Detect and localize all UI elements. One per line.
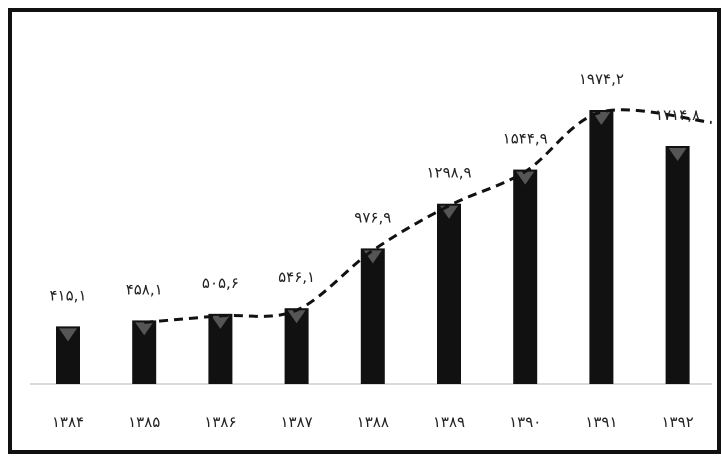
bar-marker-2: [135, 322, 154, 336]
value-label-7: ۱۵۴۴,۹: [503, 130, 548, 148]
bar-marker-7: [516, 171, 535, 185]
bar-marker-3: [211, 315, 230, 329]
x-tick-label-2: ۱۳۸۵: [128, 413, 160, 431]
x-tick-label-5: ۱۳۸۸: [357, 413, 389, 431]
x-tick-label-6: ۱۳۸۹: [433, 413, 465, 431]
x-tick-label-7: ۱۳۹۰: [509, 413, 541, 431]
x-tick-label-4: ۱۳۸۷: [280, 413, 312, 431]
bar-5: [360, 248, 385, 384]
value-label-9: ۱۷۱۴,۸: [655, 106, 700, 124]
bar-9: [665, 146, 690, 384]
trend-line-group: [144, 108, 712, 324]
x-tick-labels-group: ۱۳۸۴ ۱۳۸۵ ۱۳۸۶ ۱۳۸۷ ۱۳۸۸ ۱۳۸۹ ۱۳۹۰ ۱۳۹۱ ۱۳۹۲: [52, 413, 694, 431]
value-labels-group: ۴۱۵,۱ ۴۵۸,۱ ۵۰۵,۶ ۵۴۶,۱ ۹۷۶,۹ ۱۲۹۸,۹ ۱۵۴۴,۹ ۱۹۷…: [50, 70, 701, 304]
bar-7: [513, 169, 538, 384]
bar-marker-1: [59, 328, 77, 342]
value-label-6: ۱۲۹۸,۹: [426, 164, 471, 182]
x-tick-label-9: ۱۳۹۲: [661, 413, 693, 431]
x-tick-label-3: ۱۳۸۶: [204, 413, 236, 431]
value-label-4: ۵۴۶,۱: [278, 268, 315, 286]
bar-marker-9: [668, 148, 687, 162]
value-label-3: ۵۰۵,۶: [202, 274, 239, 292]
bar-marker-4: [287, 310, 306, 324]
bar-marker-8: [592, 112, 611, 125]
bar-6: [437, 203, 461, 384]
value-label-1: ۴۱۵,۱: [50, 286, 87, 304]
x-tick-label-8: ۱۳۹۱: [585, 413, 617, 431]
x-tick-label-1: ۱۳۸۴: [52, 413, 84, 431]
bar-8: [589, 110, 614, 384]
value-label-2: ۴۵۸,۱: [126, 280, 163, 298]
value-label-8: ۱۹۷۴,۲: [579, 70, 624, 88]
value-label-5: ۹۷۶,۹: [354, 208, 391, 226]
bars-group: [56, 110, 690, 384]
trend-line: [144, 108, 712, 324]
